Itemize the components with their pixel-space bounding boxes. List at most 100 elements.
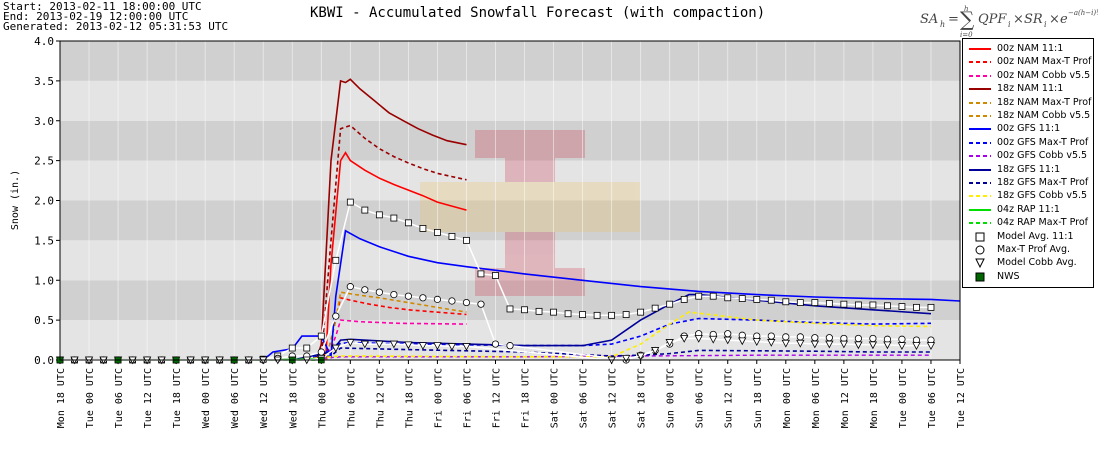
legend-swatch xyxy=(975,245,985,255)
avg-square-marker xyxy=(346,198,354,206)
svg-text:i: i xyxy=(1044,20,1047,29)
y-axis-ticks: 0.0 0.5 1.0 1.5 2.0 2.5 3.0 3.5 4.0 xyxy=(34,35,60,367)
band xyxy=(60,280,960,321)
band xyxy=(60,240,960,281)
avg-triangle-marker xyxy=(694,335,703,343)
x-tick-label: Sat 06 UTC xyxy=(579,368,590,428)
series-line xyxy=(292,293,932,361)
x-tick-label: Wed 00 UTC xyxy=(201,368,212,428)
svg-text:SA: SA xyxy=(920,12,938,27)
legend-label: 00z NAM Max-T Prof xyxy=(997,56,1092,68)
legend-swatch xyxy=(969,195,991,198)
legend-swatch xyxy=(969,222,991,225)
avg-triangle-marker xyxy=(418,342,428,350)
y-axis-label: Snow (in.) xyxy=(10,170,21,230)
avg-square-marker xyxy=(782,298,790,306)
x-tick-label: Wed 12 UTC xyxy=(259,368,270,428)
band xyxy=(60,41,960,81)
x-tick-label: Tue 12 UTC xyxy=(956,368,967,428)
x-tick-label: Mon 06 UTC xyxy=(811,368,822,428)
band xyxy=(60,160,960,201)
formula-graphic: SA h = ∑ h i=0 QPF i × SR i × e −a(h−i)½ xyxy=(920,5,1098,39)
avg-circle-marker xyxy=(869,334,877,343)
y-tick-label: 2.0 xyxy=(34,195,54,208)
avg-triangle-marker xyxy=(650,347,660,355)
avg-square-marker xyxy=(840,300,848,308)
avg-square-marker xyxy=(898,303,906,310)
avg-triangle-marker xyxy=(897,342,907,350)
legend-swatch xyxy=(969,74,991,77)
x-tick-label: Sun 06 UTC xyxy=(695,368,706,428)
avg-square-marker xyxy=(579,311,586,318)
avg-square-marker xyxy=(811,299,819,306)
series-line xyxy=(325,319,467,361)
svg-text:=: = xyxy=(948,12,959,27)
legend-label: 00z GFS Max-T Prof xyxy=(997,136,1089,148)
y-tick-label: 1.0 xyxy=(34,274,54,287)
avg-circle-marker xyxy=(767,332,775,340)
avg-square-marker xyxy=(869,301,877,309)
avg-circle-marker xyxy=(854,334,862,343)
x-tick-label: Mon 18 UTC xyxy=(869,368,880,428)
avg-square-marker xyxy=(550,308,557,316)
avg-circle-marker xyxy=(332,312,340,320)
x-tick-label: Sat 00 UTC xyxy=(550,368,561,428)
legend-label: 18z GFS 11:1 xyxy=(997,163,1061,175)
legend-swatch xyxy=(969,48,991,50)
avg-square-marker xyxy=(753,295,761,303)
plot-frame xyxy=(59,40,961,361)
legend-label: 00z NAM 11:1 xyxy=(997,43,1064,54)
band xyxy=(60,320,960,360)
background-bands xyxy=(60,41,960,360)
avg-square-marker xyxy=(927,303,935,311)
avg-triangle-marker xyxy=(680,335,689,343)
series-line xyxy=(262,229,961,361)
band xyxy=(60,200,960,241)
avg-triangle-marker xyxy=(738,337,747,346)
avg-circle-marker xyxy=(506,342,514,350)
x-tick-label: Sun 18 UTC xyxy=(753,368,764,428)
avg-triangle-marker xyxy=(621,355,631,363)
x-tick-label: Thu 18 UTC xyxy=(404,368,415,428)
y-tick-label: 1.5 xyxy=(34,234,54,247)
x-tick-label: Tue 06 UTC xyxy=(927,368,938,428)
legend-label: 18z NAM Max-T Prof xyxy=(997,96,1092,108)
avg-triangle-marker xyxy=(462,343,471,351)
avg-triangle-marker xyxy=(912,342,921,350)
avg-circle-marker xyxy=(419,294,427,302)
avg-triangle-marker xyxy=(767,339,776,347)
avg-circle-marker xyxy=(796,333,804,341)
avg-square-marker xyxy=(361,206,369,214)
x-tick-label: Tue 18 UTC xyxy=(172,368,183,428)
x-tick-label: Wed 18 UTC xyxy=(288,368,299,428)
avg-circle-marker xyxy=(375,288,383,296)
band xyxy=(60,80,960,121)
avg-square-marker xyxy=(477,270,485,278)
avg-square-marker xyxy=(680,295,688,303)
legend-label: 00z GFS 11:1 xyxy=(997,123,1061,135)
svg-text:−a(h−i)½: −a(h−i)½ xyxy=(1068,9,1098,17)
avg-triangle-marker xyxy=(360,340,370,349)
avg-triangle-marker xyxy=(781,339,790,348)
avg-circle-marker xyxy=(448,297,456,305)
x-tick-label: Sun 12 UTC xyxy=(724,368,735,428)
avg-square-marker xyxy=(608,311,616,319)
series-line xyxy=(292,311,932,361)
avg-triangle-marker xyxy=(723,336,732,345)
legend-swatch xyxy=(969,101,991,104)
x-tick-label: Wed 06 UTC xyxy=(230,368,241,428)
avg-square-marker xyxy=(666,300,674,308)
svg-text:e: e xyxy=(1060,12,1068,27)
avg-circle-marker xyxy=(317,348,325,356)
y-tick-label: 3.0 xyxy=(34,115,54,128)
avg-circle-marker xyxy=(477,300,485,308)
avg-circle-marker xyxy=(825,334,833,342)
x-tick-label: Sat 18 UTC xyxy=(637,368,648,428)
avg-triangle-marker xyxy=(868,341,878,350)
avg-triangle-marker xyxy=(375,340,384,349)
avg-triangle-marker xyxy=(404,341,413,350)
avg-square-marker xyxy=(375,211,383,219)
x-tick-label: Sun 00 UTC xyxy=(666,368,677,428)
x-axis-ticks: Mon 18 UTC Tue 00 UTC Tue 06 UTC Tue 12 UTC… xyxy=(56,360,967,428)
svg-text:×: × xyxy=(1013,12,1024,27)
